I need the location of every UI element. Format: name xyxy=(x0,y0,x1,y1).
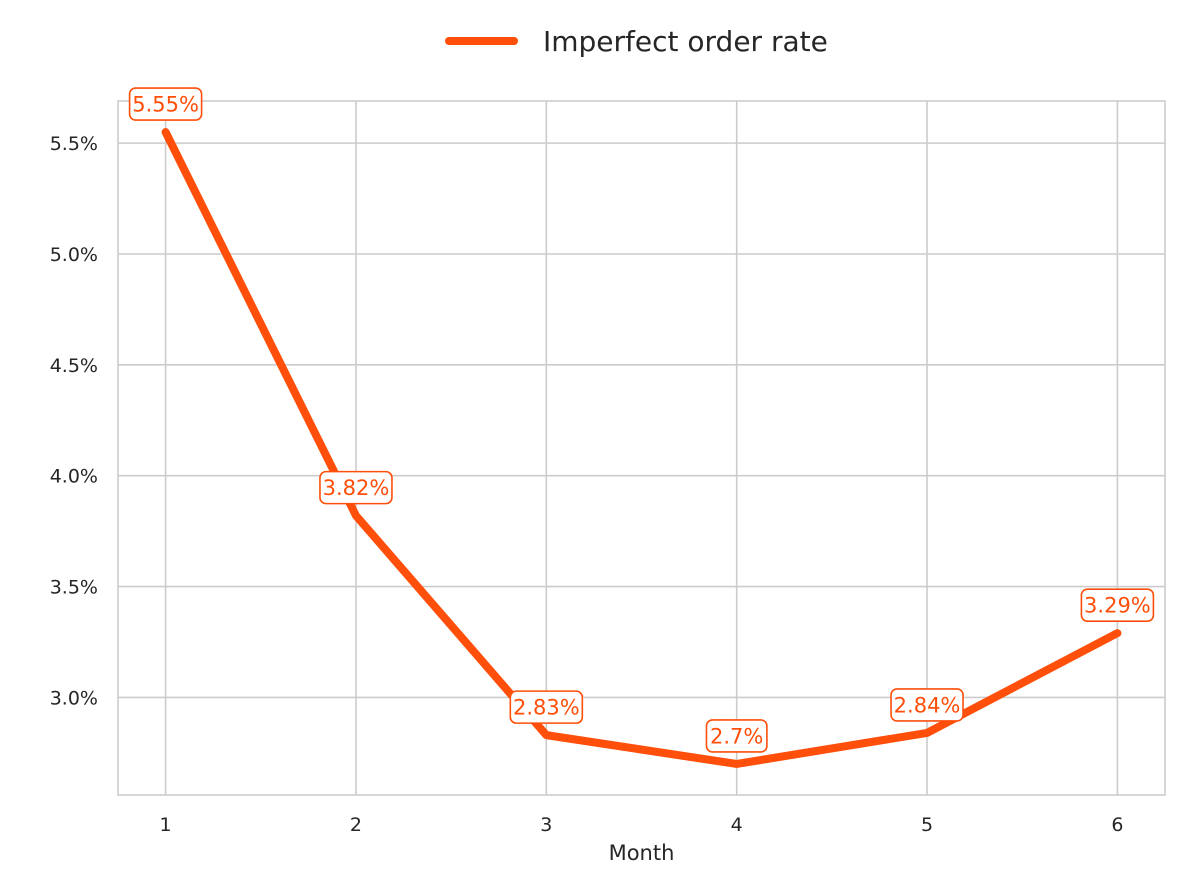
x-axis-label: Month xyxy=(609,841,675,865)
data-label-background xyxy=(890,688,964,722)
x-axis-ticks: 1 2 3 4 5 6 xyxy=(160,814,1124,836)
data-label-background xyxy=(1080,588,1155,622)
y-axis-ticks: 3.0% 3.5% 4.0% 4.5% 5.0% 5.5% xyxy=(50,133,98,709)
x-tick-label: 3 xyxy=(540,814,552,836)
y-tick-label: 5.5% xyxy=(50,133,98,155)
data-label-box: 2.83% xyxy=(509,690,584,724)
x-tick-label: 5 xyxy=(921,814,933,836)
legend: Imperfect order rate xyxy=(445,25,828,58)
data-labels: 5.55% 3.82% 2.83% 2.7% 2.84% 3.29% xyxy=(128,87,1155,753)
y-tick-label: 5.0% xyxy=(50,244,98,266)
data-label-background xyxy=(705,719,768,753)
x-tick-label: 6 xyxy=(1111,814,1123,836)
legend-label: Imperfect order rate xyxy=(543,25,828,58)
data-label-background xyxy=(509,690,584,724)
x-gridlines xyxy=(164,101,1119,795)
data-label: 5.55% xyxy=(132,93,199,117)
data-label: 2.84% xyxy=(894,693,961,717)
data-label: 2.83% xyxy=(513,696,580,720)
data-label-box: 5.55% xyxy=(128,87,203,121)
data-label: 3.29% xyxy=(1084,594,1151,618)
data-label-box: 3.29% xyxy=(1080,588,1155,622)
data-label-background xyxy=(319,470,393,505)
data-label-box: 2.7% xyxy=(705,719,768,753)
y-tick-label: 3.0% xyxy=(50,687,98,709)
data-label: 3.82% xyxy=(323,476,390,500)
x-tick-label: 4 xyxy=(731,814,743,836)
x-tick-label: 2 xyxy=(350,814,362,836)
data-label-box: 2.84% xyxy=(890,688,964,722)
y-tick-label: 4.5% xyxy=(50,355,98,377)
data-label-box: 3.82% xyxy=(319,470,393,505)
y-tick-label: 3.5% xyxy=(50,577,98,599)
y-tick-label: 4.0% xyxy=(50,466,98,488)
plot-frame xyxy=(117,100,1166,796)
data-label-background xyxy=(128,87,203,121)
data-label: 2.7% xyxy=(710,724,763,748)
plot-background xyxy=(118,101,1165,795)
x-tick-label: 1 xyxy=(160,814,172,836)
